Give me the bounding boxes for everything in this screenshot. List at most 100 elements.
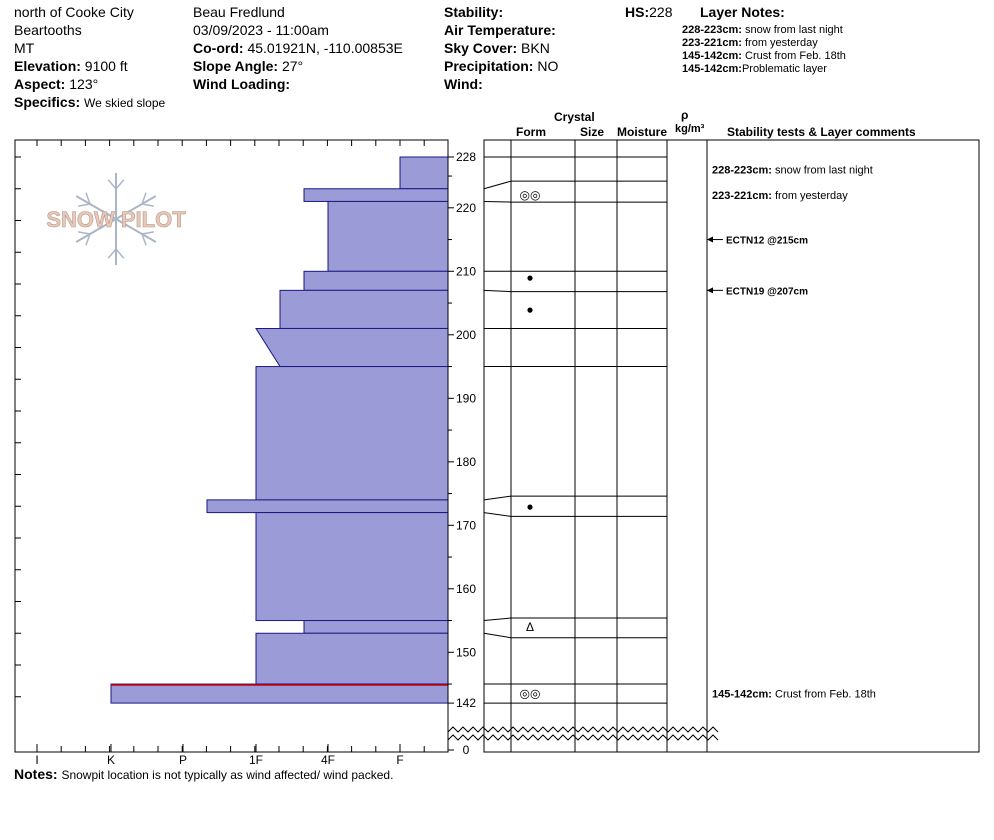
snowflake-branch [141,233,147,246]
layer-boundary [483,512,667,517]
layer-note-range: 145-142cm: [682,63,742,75]
height-tick-label: 228 [456,150,476,164]
height-tick-label: 142 [456,696,476,710]
height-tick-label: 180 [456,455,476,469]
layer-note-text: Problematic layer [741,63,827,75]
snowflake-branch [107,248,117,259]
hardness-tick-label: K [107,753,115,767]
notes: Notes: Snowpit location is not typically… [14,767,393,781]
coord-value: 45.01921N, -110.00853E [247,40,403,56]
notes-text: Snowpit location is not typically as win… [61,768,394,782]
layer-comment-range: 145-142cm: [712,689,772,701]
hardness-layer-bar [255,327,448,368]
table-frame [483,139,980,753]
snowflake-branch [141,203,154,207]
layer-note: 228-223cm: snow from last night [682,25,843,36]
layer-note: 145-142cm:Problematic layer [682,64,827,75]
layer-boundary [483,617,667,622]
hardness-tick-label: F [396,753,403,767]
layer-boundary [483,180,667,190]
stability-test-label: ECTN12 @215cm [726,236,808,247]
hardness-layer-bar [206,499,448,514]
layer-comment: 228-223cm: snow from last night [712,165,873,177]
layer-boundary [483,632,667,639]
notes-label: Notes: [14,766,58,782]
layer-note-range: 223-221cm: [682,37,742,49]
hardness-layer-bar [303,270,448,291]
hardness-tick-label: 1F [249,753,263,767]
logo-text: SNOW PILOT [46,207,186,232]
layer-note-range: 145-142cm: [682,50,742,62]
specifics-value: We skied slope [84,96,166,110]
stability-test-arrowhead [707,287,713,294]
aspect-label: Aspect: [14,76,66,92]
density-unit-header: kg/m³ [675,123,705,135]
hardness-layer-bar [110,683,448,704]
precipitation: Precipitation: NO [444,59,558,73]
moisture-header: Moisture [617,125,668,139]
location-line3: MT [14,40,35,56]
location-line1: north of Cooke City [14,4,134,20]
layer-comment-range: 228-223cm: [712,165,772,177]
slope-angle: Slope Angle: 27° [193,59,303,73]
datetime: 03/09/2023 - 11:00am [193,22,329,38]
hardness-tick-label: I [35,753,38,767]
layer-note-text: Crust from Feb. 18th [745,50,846,62]
height-tick-label: 0 [463,743,470,757]
layer-comment-range: 223-221cm: [712,190,772,202]
coordinates: Co-ord: 45.01921N, -110.00853E [193,41,403,55]
layer-note-text: snow from last night [745,24,843,36]
hardness-layer-bar [303,620,448,634]
layer-comment: 145-142cm: Crust from Feb. 18th [712,689,876,701]
snowflake-branch [141,192,147,205]
height-tick-label: 160 [456,582,476,596]
break-zigzag [447,726,719,733]
elevation-value: 9100 ft [84,58,128,74]
snowflake-branch [107,179,117,190]
stability-test-label: ECTN19 @207cm [726,286,808,297]
form-header: Form [516,125,546,139]
snowflake-branch [115,248,125,259]
hs-label: HS: [625,4,650,20]
rho-header: ρ [681,108,689,122]
observer: Beau Fredlund [193,4,285,20]
stability-test-arrowhead [707,236,713,243]
snowflake-branch [141,231,154,235]
aspect-value: 123° [69,76,99,92]
snowflake-branch [115,179,125,190]
elevation: Elevation: 9100 ft [14,59,128,73]
height-tick-label: 210 [456,264,476,278]
height-tick-label: 150 [456,645,476,659]
layer-comment: 223-221cm: from yesterday [712,190,848,202]
layer-boundary [483,200,667,203]
coord-label: Co-ord: [193,40,244,56]
aspect: Aspect: 123° [14,77,98,91]
location-line2: Beartooths [14,22,82,38]
layer-note-range: 228-223cm: [682,24,742,36]
stability-label: Stability: [444,4,504,20]
grain-form-symbol: Δ [526,620,534,634]
snowpilot-logo: SNOW PILOT [46,173,187,265]
wind-label: Wind: [444,76,483,92]
hardness-layer-bar [255,366,448,501]
layer-note: 145-142cm: Crust from Feb. 18th [682,51,846,62]
stability-comments-header: Stability tests & Layer comments [727,125,916,139]
snowflake-branch [78,203,91,207]
wind-loading-label: Wind Loading: [193,76,291,92]
hardness-tick-label: P [179,753,187,767]
precip-label: Precipitation: [444,58,534,74]
elevation-label: Elevation: [14,58,81,74]
hardness-layer-bar [279,289,448,329]
slope-value: 27° [281,58,304,74]
snowflake-branch [78,231,91,235]
layer-notes-label: Layer Notes: [700,4,785,20]
hardness-layer-bar [255,632,448,685]
hardness-layer-bar [255,512,448,622]
specifics-label: Specifics: [14,94,81,110]
layer-boundary [483,289,667,293]
sky-label: Sky Cover: [444,40,518,56]
hs: HS:228 [625,5,672,19]
layer-note: 223-221cm: from yesterday [682,38,818,49]
layer-comment-text: Crust from Feb. 18th [772,689,876,701]
